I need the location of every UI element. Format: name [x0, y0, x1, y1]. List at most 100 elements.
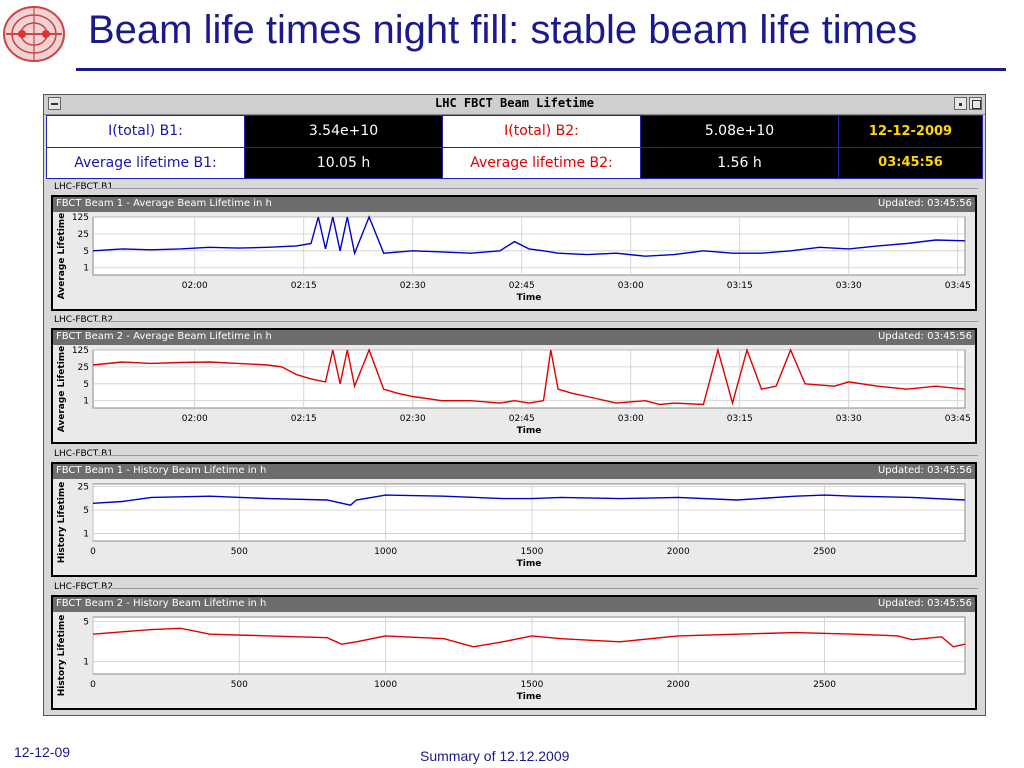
b2-total-label: I(total) B2: — [442, 115, 641, 148]
chart-b1-history-plot: 0 500 1000 1500 2000 2500 25 5 1 Time History Life… — [57, 482, 966, 569]
chart-b2-average: FBCT Beam 2 - Average Beam Lifetime in h… — [51, 328, 977, 444]
y-tick-label: 5 — [83, 247, 89, 257]
y-tick-label: 25 — [78, 483, 89, 493]
b2-avg-value: 1.56 h — [640, 146, 839, 179]
x-tick-label: 02:30 — [400, 414, 426, 424]
x-tick-label: 03:00 — [618, 281, 644, 291]
footer-summary: Summary of 12.12.2009 — [420, 748, 570, 764]
chart-updated: Updated: 03:45:56 — [877, 465, 972, 476]
x-tick-label: 0 — [90, 680, 96, 690]
y-tick-label: 125 — [72, 213, 89, 223]
panel-divider — [95, 455, 978, 456]
chart-b2-history: FBCT Beam 2 - History Beam Lifetime in h… — [51, 595, 977, 710]
x-tick-label: 2500 — [813, 680, 836, 690]
panel-divider — [95, 321, 978, 322]
y-axis-label: History Lifetime — [57, 482, 67, 564]
panel-b2-history: LHC-FBCT B2 FBCT Beam 2 - History Beam L… — [47, 582, 982, 713]
x-tick-label: 02:15 — [291, 281, 317, 291]
series-line — [92, 494, 966, 506]
x-tick-label: 03:45 — [945, 414, 971, 424]
footer-date: 12-12-09 — [14, 744, 71, 760]
x-tick-label: 500 — [231, 547, 248, 557]
panel-b2-average: LHC-FBCT B2 FBCT Beam 2 - Average Beam L… — [47, 315, 982, 447]
b1-avg-value: 10.05 h — [244, 146, 443, 179]
title-underline — [76, 68, 1006, 71]
x-tick-label: 2500 — [813, 547, 836, 557]
window-minimize-button[interactable] — [954, 97, 967, 110]
plot-area — [92, 616, 966, 675]
chart-header: FBCT Beam 2 - Average Beam Lifetime in h… — [53, 330, 975, 345]
chart-header: FBCT Beam 1 - History Beam Lifetime in h… — [53, 464, 975, 479]
x-tick-label: 1500 — [520, 680, 543, 690]
chart-b2-average-plot: 02:00 02:15 02:30 02:45 03:00 03:15 03:30 03:45… — [57, 346, 971, 436]
x-tick-label: 1000 — [374, 547, 397, 557]
x-tick-label: 03:00 — [618, 414, 644, 424]
x-tick-label: 1000 — [374, 680, 397, 690]
x-tick-label: 1500 — [520, 547, 543, 557]
chart-updated: Updated: 03:45:56 — [877, 198, 972, 209]
panel-divider — [95, 188, 978, 189]
panel-label: LHC-FBCT B1 — [54, 182, 114, 192]
date-display: 12-12-2009 — [838, 115, 983, 148]
y-tick-label: 125 — [72, 346, 89, 356]
x-tick-label: 03:45 — [945, 281, 971, 291]
chart-header: FBCT Beam 1 - Average Beam Lifetime in h… — [53, 197, 975, 212]
b1-total-value: 3.54e+10 — [244, 115, 443, 148]
x-tick-label: 02:45 — [509, 414, 535, 424]
chart-b1-history: FBCT Beam 1 - History Beam Lifetime in h… — [51, 462, 977, 577]
chart-title: FBCT Beam 2 - Average Beam Lifetime in h — [56, 331, 272, 342]
x-tick-label: 02:15 — [291, 414, 317, 424]
b2-total-value: 5.08e+10 — [640, 115, 839, 148]
y-tick-label: 25 — [78, 230, 89, 240]
x-tick-label: 03:15 — [727, 414, 753, 424]
lhc-logo-icon — [3, 6, 65, 62]
x-tick-label: 03:30 — [836, 414, 862, 424]
chart-header: FBCT Beam 2 - History Beam Lifetime in h… — [53, 597, 975, 612]
chart-b1-average-plot: 02:00 02:15 02:30 02:45 03:00 03:15 03:30 03:45… — [57, 213, 971, 303]
window-menu-button[interactable] — [48, 97, 61, 110]
x-axis-label: Time — [517, 692, 542, 702]
summary-table: I(total) B1: 3.54e+10 I(total) B2: 5.08e… — [46, 115, 983, 179]
y-tick-label: 1 — [83, 397, 89, 407]
x-axis-label: Time — [517, 426, 542, 436]
x-tick-label: 2000 — [667, 680, 690, 690]
b1-avg-label: Average lifetime B1: — [46, 146, 245, 179]
x-axis-label: Time — [517, 559, 542, 569]
chart-b2-history-plot: 0 500 1000 1500 2000 2500 5 1 Time History Lifeti… — [57, 615, 966, 702]
chart-title: FBCT Beam 1 - History Beam Lifetime in h — [56, 465, 267, 476]
fbct-window: LHC FBCT Beam Lifetime I(total) B1: 3.54… — [43, 94, 986, 716]
x-tick-label: 02:00 — [182, 281, 208, 291]
panel-label: LHC-FBCT B2 — [54, 582, 114, 592]
window-titlebar[interactable]: LHC FBCT Beam Lifetime — [44, 95, 985, 115]
chart-updated: Updated: 03:45:56 — [877, 331, 972, 342]
b2-avg-label: Average lifetime B2: — [442, 146, 641, 179]
plot-area — [92, 216, 966, 276]
window-maximize-button[interactable] — [969, 97, 982, 110]
y-tick-label: 5 — [83, 380, 89, 390]
x-tick-label: 02:30 — [400, 281, 426, 291]
y-axis-label: Average Lifetime — [57, 346, 67, 433]
x-tick-label: 03:15 — [727, 281, 753, 291]
y-axis-label: History Lifetime — [57, 615, 67, 697]
time-display: 03:45:56 — [838, 146, 983, 179]
chart-updated: Updated: 03:45:56 — [877, 598, 972, 609]
panel-label: LHC-FBCT B2 — [54, 315, 114, 325]
x-tick-label: 02:00 — [182, 414, 208, 424]
y-tick-label: 1 — [83, 657, 89, 667]
x-tick-label: 02:45 — [509, 281, 535, 291]
slide-title: Beam life times night fill: stable beam … — [88, 8, 918, 52]
series-line — [92, 347, 966, 406]
plot-area — [92, 483, 966, 542]
chart-b1-average: FBCT Beam 1 - Average Beam Lifetime in h… — [51, 195, 977, 311]
x-tick-label: 500 — [231, 680, 248, 690]
panel-b1-average: LHC-FBCT B1 FBCT Beam 1 - Average Beam L… — [47, 182, 982, 314]
y-tick-label: 5 — [83, 618, 89, 628]
plot-area — [92, 349, 966, 409]
y-tick-label: 1 — [83, 530, 89, 540]
y-tick-label: 5 — [83, 506, 89, 516]
series-line — [92, 215, 966, 257]
chart-title: FBCT Beam 1 - Average Beam Lifetime in h — [56, 198, 272, 209]
panel-b1-history: LHC-FBCT B1 FBCT Beam 1 - History Beam L… — [47, 449, 982, 580]
x-tick-label: 03:30 — [836, 281, 862, 291]
chart-title: FBCT Beam 2 - History Beam Lifetime in h — [56, 598, 267, 609]
